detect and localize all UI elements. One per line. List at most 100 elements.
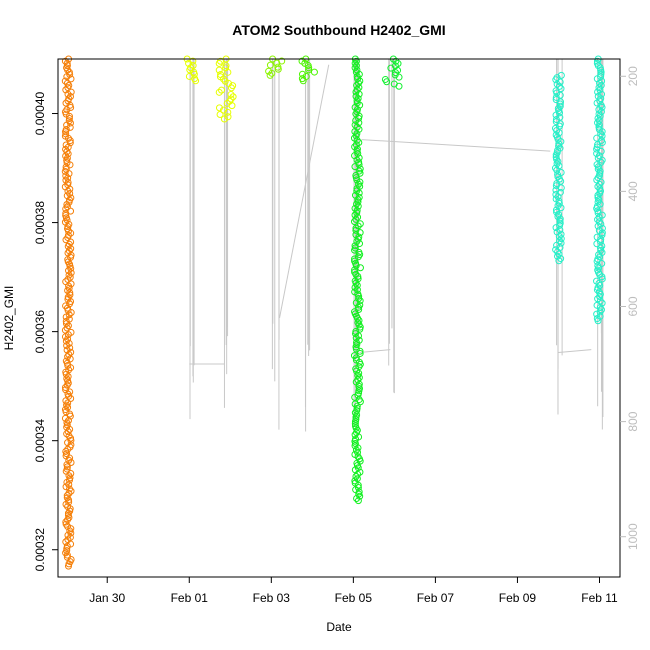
series-profile-4 bbox=[265, 55, 286, 79]
y-axis-label: H2402_GMI bbox=[2, 286, 16, 351]
data-point bbox=[62, 172, 70, 180]
data-point bbox=[63, 59, 71, 67]
data-point bbox=[65, 112, 73, 120]
data-point bbox=[353, 209, 361, 217]
data-point bbox=[66, 388, 74, 396]
data-point bbox=[224, 68, 232, 76]
data-point bbox=[354, 470, 362, 478]
y2-tick-label: 400 bbox=[626, 181, 640, 201]
data-point bbox=[554, 213, 562, 221]
data-point bbox=[228, 102, 236, 110]
data-point bbox=[556, 100, 564, 108]
data-point bbox=[224, 108, 232, 116]
data-point bbox=[557, 235, 565, 243]
data-point bbox=[353, 81, 361, 89]
data-point bbox=[594, 119, 602, 127]
y2-tick-label: 800 bbox=[626, 411, 640, 431]
data-point bbox=[67, 104, 75, 112]
data-point bbox=[66, 273, 74, 281]
data-point bbox=[66, 291, 74, 299]
depth-trace-link bbox=[279, 64, 330, 319]
data-point bbox=[557, 168, 565, 176]
data-point bbox=[353, 281, 361, 289]
data-point bbox=[552, 118, 560, 126]
data-point bbox=[62, 549, 70, 557]
data-point bbox=[356, 347, 364, 355]
data-point bbox=[595, 213, 603, 221]
data-point bbox=[64, 516, 72, 524]
x-tick-label: Feb 09 bbox=[499, 591, 537, 605]
data-point bbox=[351, 400, 359, 408]
data-point bbox=[63, 551, 71, 559]
data-point bbox=[298, 70, 306, 78]
data-point bbox=[556, 215, 564, 223]
data-point bbox=[596, 86, 604, 94]
data-point bbox=[353, 494, 361, 502]
data-point bbox=[63, 121, 71, 129]
data-point bbox=[355, 189, 363, 197]
data-point bbox=[555, 232, 563, 240]
data-point bbox=[556, 109, 564, 117]
data-point bbox=[299, 77, 307, 85]
x-tick-label: Jan 30 bbox=[89, 591, 125, 605]
data-point bbox=[553, 160, 561, 168]
data-point bbox=[356, 169, 364, 177]
data-point bbox=[555, 162, 563, 170]
y-tick-label: 0.00038 bbox=[33, 201, 47, 245]
data-point bbox=[62, 408, 70, 416]
data-point bbox=[594, 222, 602, 230]
data-point bbox=[351, 121, 359, 129]
depth-trace-layer bbox=[189, 59, 604, 432]
data-point bbox=[273, 59, 281, 67]
data-point bbox=[351, 64, 359, 72]
data-point bbox=[64, 66, 72, 74]
data-point bbox=[356, 325, 364, 333]
data-point bbox=[355, 70, 363, 78]
plot-frame bbox=[57, 58, 621, 578]
data-point bbox=[356, 297, 364, 305]
data-point bbox=[594, 163, 602, 171]
data-point bbox=[186, 66, 194, 74]
data-point bbox=[553, 166, 561, 174]
data-point bbox=[395, 82, 403, 90]
y-tick-label: 0.00040 bbox=[33, 92, 47, 136]
data-point bbox=[215, 66, 223, 74]
data-point bbox=[64, 403, 72, 411]
data-point bbox=[65, 115, 73, 123]
x-axis: Jan 30 Feb 01 Feb 03 Feb 05 Feb 07 Feb 09 Feb … bbox=[89, 577, 618, 605]
data-point bbox=[553, 208, 561, 216]
data-point bbox=[66, 139, 74, 147]
chart-title: ATOM2 Southbound H2402_GMI bbox=[232, 22, 445, 38]
data-point bbox=[598, 275, 606, 283]
data-point bbox=[553, 228, 561, 236]
y-axis: 0.00032 0.00034 0.00036 0.00038 0.00040 bbox=[33, 92, 58, 571]
data-point bbox=[219, 75, 227, 83]
data-point bbox=[355, 160, 363, 168]
series-profile-6 bbox=[350, 55, 364, 505]
data-point bbox=[593, 233, 601, 241]
data-point bbox=[62, 209, 70, 217]
data-point bbox=[266, 71, 274, 79]
y2-tick-label: 600 bbox=[626, 296, 640, 316]
data-point bbox=[354, 196, 362, 204]
data-point bbox=[557, 177, 565, 185]
data-point bbox=[62, 163, 70, 171]
data-point bbox=[63, 478, 71, 486]
data-point bbox=[64, 174, 72, 182]
data-point bbox=[66, 289, 74, 297]
data-point bbox=[216, 111, 224, 119]
data-point bbox=[61, 384, 69, 392]
data-point bbox=[355, 332, 363, 340]
data-point bbox=[66, 161, 74, 169]
data-point bbox=[65, 456, 73, 464]
data-point bbox=[552, 191, 560, 199]
data-point bbox=[63, 346, 71, 354]
data-point bbox=[557, 255, 565, 263]
data-point bbox=[354, 303, 362, 311]
data-point bbox=[598, 77, 606, 85]
depth-trace-link bbox=[558, 349, 592, 354]
data-point bbox=[596, 112, 604, 120]
data-point bbox=[353, 200, 361, 208]
data-point bbox=[596, 297, 604, 305]
